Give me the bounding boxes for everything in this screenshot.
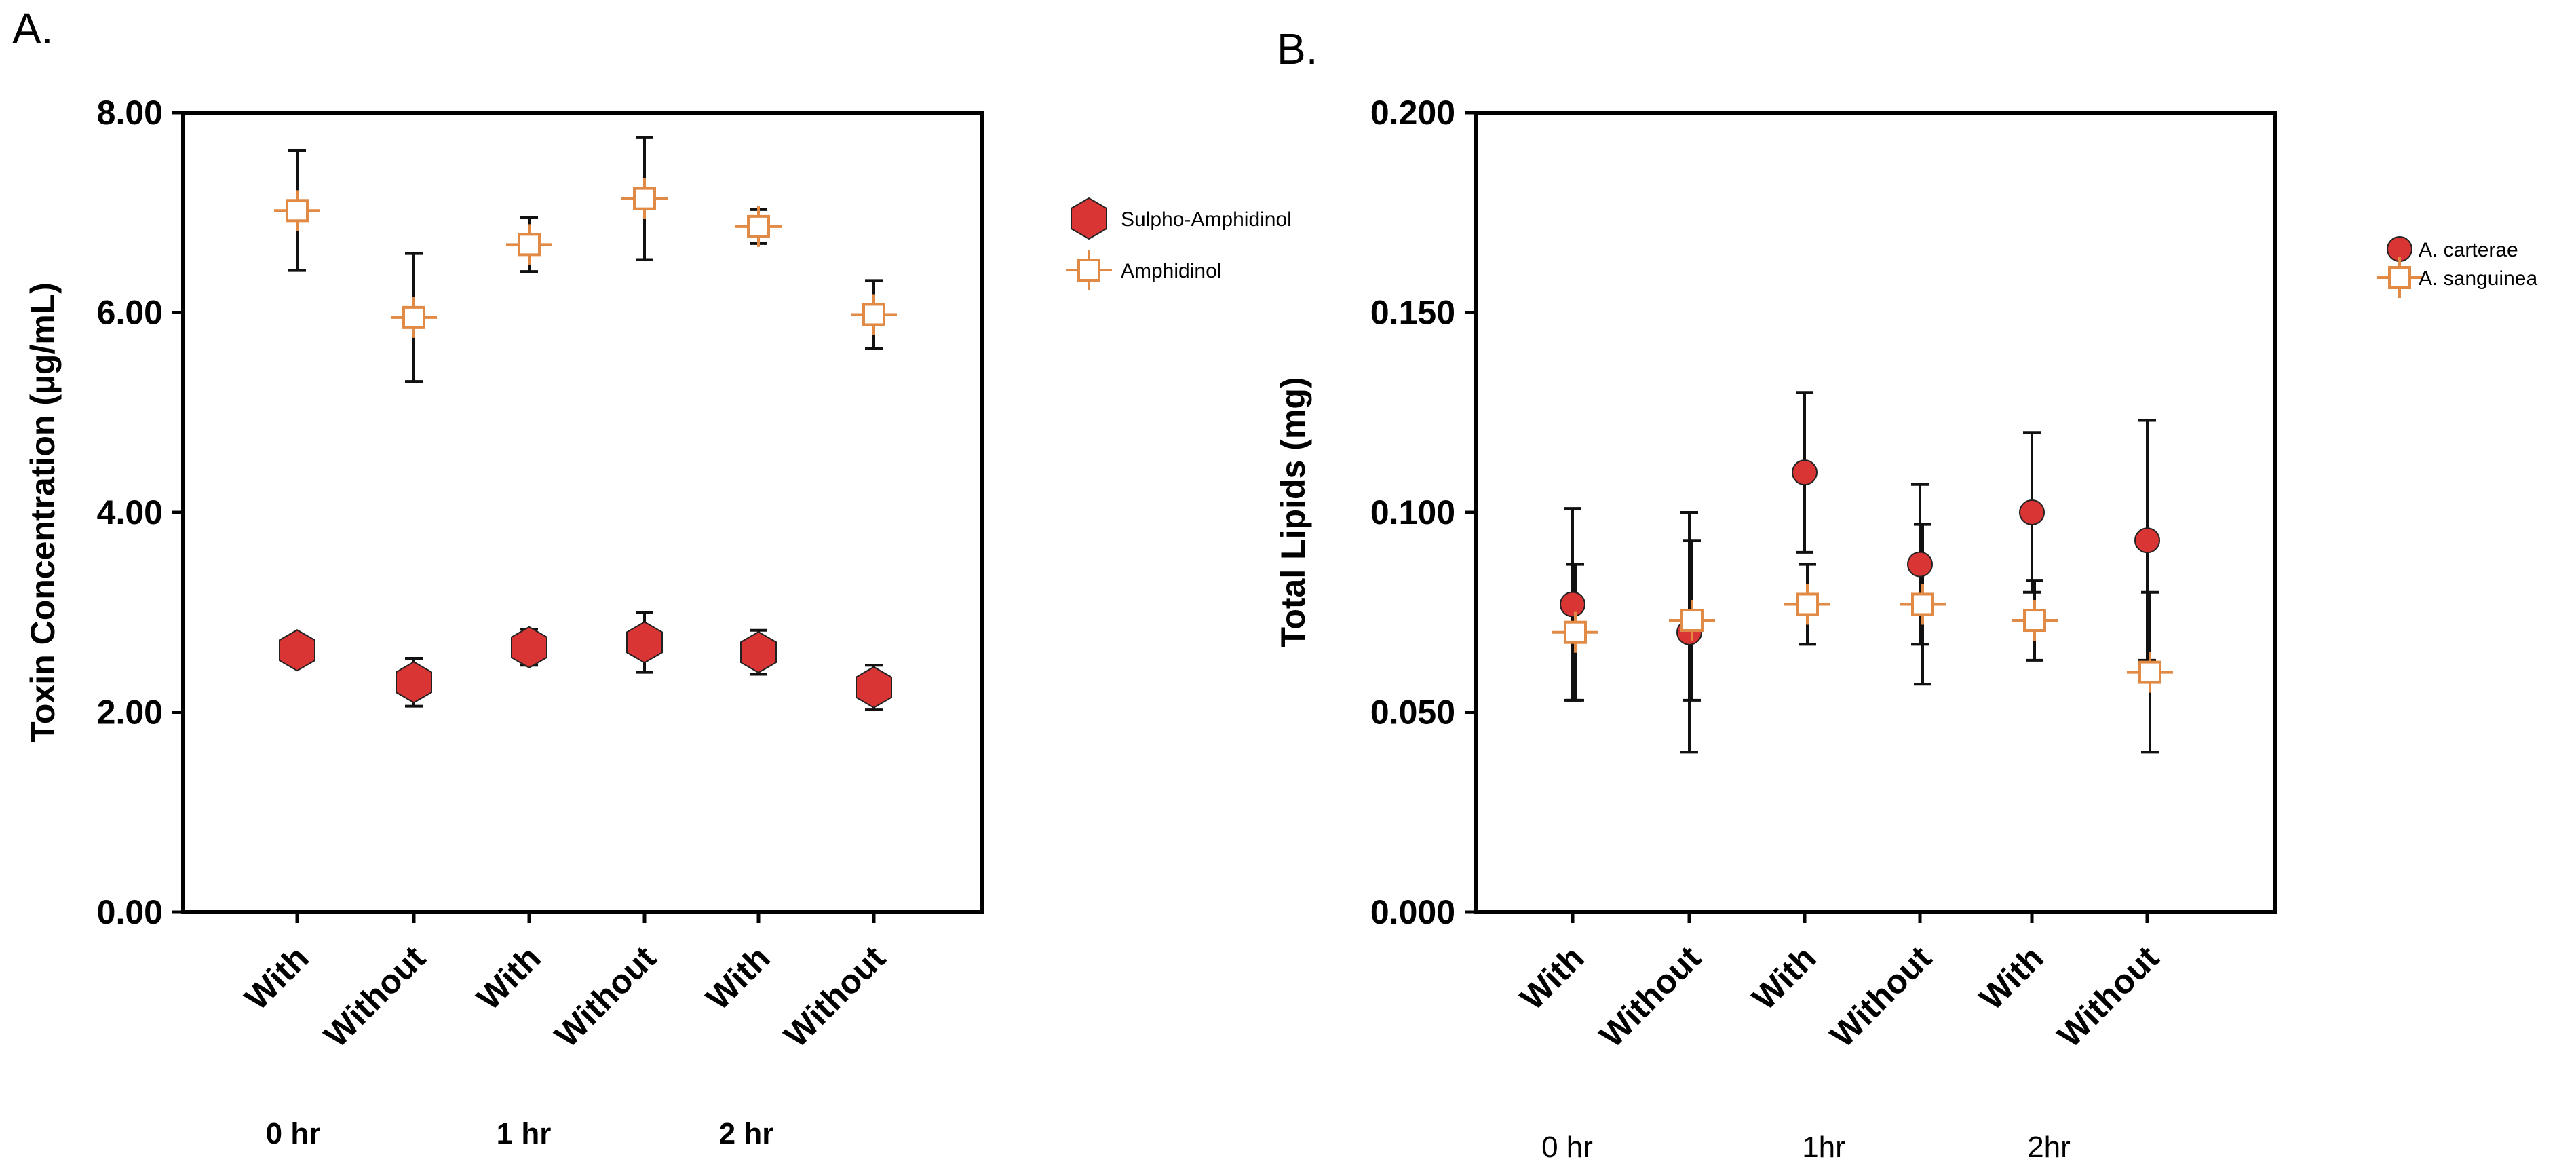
legend-label: Amphidinol: [1121, 260, 1221, 282]
data-point: [391, 297, 437, 338]
x-group-label: 1hr: [1802, 1131, 1845, 1164]
data-point: [2019, 499, 2045, 525]
x-category-label: With: [1745, 939, 1824, 1017]
data-point: [2134, 527, 2160, 554]
legend-label: A. sanguinea: [2419, 267, 2537, 290]
legend-marker: [1066, 250, 1112, 290]
data-point: [1784, 584, 1830, 625]
marker-square: [1680, 609, 1704, 633]
x-category-label: Without: [547, 939, 664, 1055]
data-point: [1792, 459, 1818, 486]
data-point: [1669, 600, 1715, 641]
data-point: [735, 206, 782, 247]
x-category-label: With: [1972, 939, 2051, 1017]
data-point: [1900, 584, 1946, 625]
data-point: [2012, 600, 2058, 641]
legend: A. carterae A. sanguinea: [2377, 236, 2537, 298]
data-point: [511, 626, 547, 668]
marker-square: [2023, 609, 2046, 633]
y-tick-label: 2.00: [97, 694, 163, 732]
data-point: [1907, 551, 1933, 578]
marker-square: [1077, 259, 1100, 282]
legend-label: Sulpho-Amphidinol: [1121, 208, 1292, 231]
data-point: [856, 666, 892, 709]
legend: Sulpho-Amphidinol Amphidinol: [1066, 197, 1292, 290]
plot-frame: [1474, 111, 2277, 914]
y-tick-label: 0.000: [1370, 893, 1455, 931]
x-group-label: 1 hr: [497, 1117, 552, 1150]
x-group-label: 0 hr: [1541, 1131, 1593, 1164]
x-category-label: Without: [2050, 939, 2166, 1055]
x-category-label: With: [699, 939, 777, 1017]
data-point: [274, 190, 320, 231]
legend-marker: [2377, 257, 2423, 298]
plot-frame: [181, 111, 984, 914]
data-point: [279, 629, 315, 672]
data-point: [1552, 611, 1598, 653]
y-tick-label: 0.150: [1370, 294, 1455, 332]
x-category-label: With: [237, 939, 316, 1017]
y-tick-label: 0.100: [1370, 493, 1455, 531]
x-category-label: Without: [1823, 939, 1939, 1055]
marker-square: [1564, 620, 1587, 644]
x-group-label: 0 hr: [266, 1117, 321, 1150]
data-point: [626, 621, 663, 664]
legend-label: A. carterae: [2419, 239, 2518, 261]
x-group-label: 2 hr: [719, 1117, 774, 1150]
data-point: [851, 294, 897, 335]
y-tick-label: 0.050: [1370, 694, 1455, 732]
x-category-label: Without: [317, 939, 433, 1055]
marker-square: [518, 233, 541, 257]
x-category-label: Without: [1592, 939, 1708, 1055]
marker-square: [2138, 660, 2161, 684]
marker-square: [1911, 592, 1934, 616]
y-tick-label: 0.00: [97, 893, 163, 931]
x-category-label: With: [1513, 939, 1592, 1017]
data-point: [1560, 591, 1585, 618]
x-category-label: Without: [777, 939, 893, 1055]
data-point: [396, 661, 432, 704]
legend-marker: [1071, 197, 1107, 240]
data-point: [740, 630, 777, 674]
panel-label: A.: [12, 4, 53, 53]
y-tick-label: 4.00: [97, 493, 163, 531]
y-tick-label: 0.200: [1370, 94, 1455, 132]
panel-label: B.: [1277, 24, 1318, 73]
x-group-label: 2hr: [2027, 1131, 2071, 1164]
marker-square: [747, 214, 770, 238]
data-point: [506, 224, 552, 265]
y-axis-title: Total Lipids (mg): [1274, 377, 1312, 647]
marker-square: [2388, 266, 2411, 289]
x-category-label: With: [469, 939, 548, 1017]
data-point: [621, 178, 668, 219]
data-point: [2127, 652, 2173, 693]
chart-panel-a: A. 0.00 2.00 4.00 6.00 8.00 Toxin Concentratio…: [12, 4, 1292, 1150]
y-tick-label: 8.00: [97, 94, 163, 132]
marker-square: [402, 305, 425, 329]
chart-panel-b: B. 0.000 0.050 0.100 0.150 0.200 Total Lipids …: [1274, 24, 2537, 1164]
marker-square: [633, 187, 656, 210]
marker-square: [862, 303, 885, 326]
marker-square: [1796, 592, 1819, 616]
marker-square: [286, 199, 309, 223]
y-axis-title: Toxin Concentration (µg/mL): [24, 282, 62, 742]
y-tick-label: 6.00: [97, 294, 163, 332]
